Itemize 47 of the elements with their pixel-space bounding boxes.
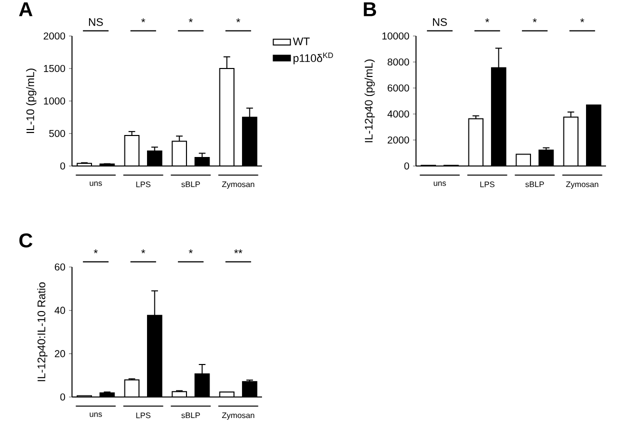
text: * <box>188 18 193 22</box>
y-axis-title: IL-12p40:IL-10 Ratio <box>37 282 48 382</box>
y-tick-label: 0 <box>60 162 66 170</box>
chart-title: C <box>19 233 32 248</box>
y-tick-label: 1500 <box>44 64 66 72</box>
text: * <box>485 18 490 22</box>
y-tick-label: 40 <box>54 306 66 314</box>
y-tick-label: 0 <box>60 393 66 401</box>
x-tick-label: sBLP <box>525 182 544 188</box>
y-axis-title: IL-10 (pg/mL) <box>26 68 36 133</box>
legend-label: p110δ$^{KD}$ <box>294 52 333 64</box>
chart-title: A <box>19 2 32 16</box>
y-tick-label: 10000 <box>382 32 410 40</box>
x-tick-label: LPS <box>136 412 150 418</box>
text: * <box>141 249 146 254</box>
x-tick-label: Zymosan <box>222 412 254 420</box>
x-tick-label: Zymosan <box>566 182 598 189</box>
y-tick-label: 2000 <box>44 32 66 40</box>
y-tick-label: 60 <box>54 263 66 271</box>
y-tick-label: 8000 <box>388 58 410 66</box>
x-tick-label: uns <box>434 182 446 186</box>
text: ** <box>234 249 242 254</box>
x-tick-label: LPS <box>480 182 494 188</box>
x-tick-label: LPS <box>136 182 150 188</box>
chart-title: B <box>364 2 376 16</box>
x-tick-label: uns <box>90 412 102 417</box>
y-tick-label: 20 <box>54 350 66 358</box>
x-tick-label: sBLP <box>181 412 200 418</box>
y-axis-title: IL-12p40 (pg/mL) <box>364 60 375 142</box>
text: * <box>94 249 98 254</box>
text: NS <box>433 18 447 26</box>
x-tick-label: Zymosan <box>222 182 254 189</box>
text: * <box>141 18 146 22</box>
y-tick-label: 2000 <box>388 136 410 144</box>
y-tick-label: 4000 <box>387 110 410 118</box>
legend-label: WT <box>292 38 310 46</box>
x-tick-label: uns <box>90 182 102 186</box>
y-tick-label: 500 <box>49 130 66 138</box>
y-tick-label: 1000 <box>44 97 66 105</box>
y-tick-label: 0 <box>404 162 410 170</box>
text: * <box>580 18 584 22</box>
text: * <box>532 18 537 22</box>
y-tick-label: 6000 <box>388 84 410 92</box>
x-tick-label: sBLP <box>181 182 200 188</box>
text: * <box>188 249 193 254</box>
text: * <box>236 18 240 22</box>
text: NS <box>89 18 103 26</box>
